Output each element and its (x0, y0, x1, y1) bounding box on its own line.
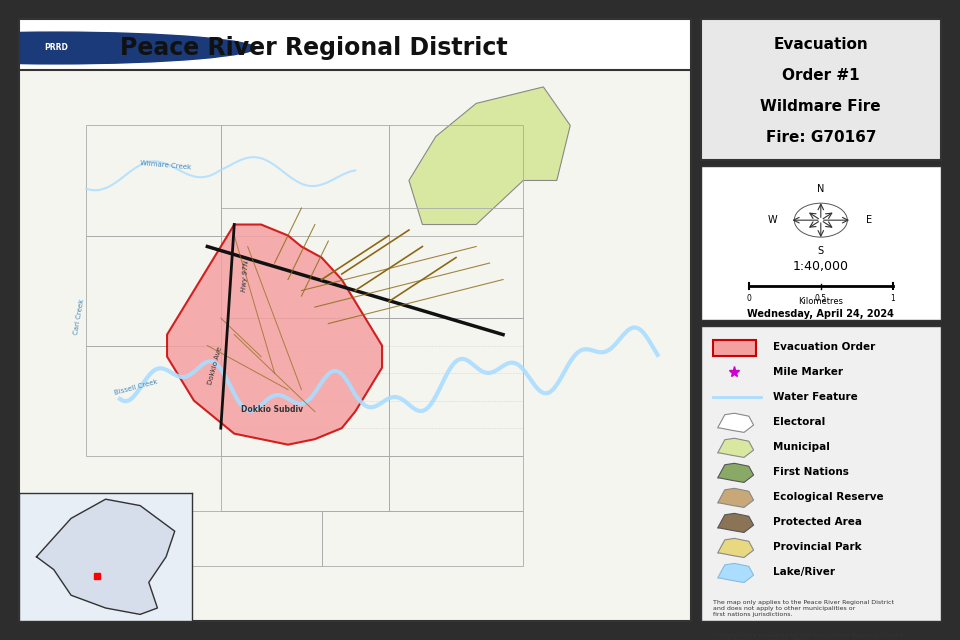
Text: Kilometres: Kilometres (799, 297, 843, 306)
Polygon shape (167, 225, 382, 445)
Text: First Nations: First Nations (773, 467, 849, 477)
Polygon shape (717, 563, 754, 582)
Text: Water Feature: Water Feature (773, 392, 857, 402)
Text: Evacuation Order: Evacuation Order (773, 342, 876, 352)
Text: Protected Area: Protected Area (773, 517, 862, 527)
Text: Fire: G70167: Fire: G70167 (765, 130, 876, 145)
Text: Peace River Regional District: Peace River Regional District (120, 36, 508, 60)
Text: Wednesday, April 24, 2024: Wednesday, April 24, 2024 (748, 309, 894, 319)
Text: Carl Creek: Carl Creek (73, 299, 85, 335)
Polygon shape (717, 513, 754, 532)
Text: Mile Marker: Mile Marker (773, 367, 843, 377)
Text: 1:40,000: 1:40,000 (793, 260, 849, 273)
Text: 0.5: 0.5 (815, 294, 827, 303)
Bar (712, 340, 756, 356)
Polygon shape (717, 413, 754, 433)
Text: The map only applies to the Peace River Regional District
and does not apply to : The map only applies to the Peace River … (712, 600, 894, 617)
Text: Wilmare Creek: Wilmare Creek (140, 160, 192, 170)
Text: E: E (866, 215, 872, 225)
Polygon shape (36, 499, 175, 614)
Text: N: N (817, 184, 825, 195)
Circle shape (0, 31, 257, 65)
Text: Order #1: Order #1 (782, 68, 859, 83)
Text: Dokkio Ave: Dokkio Ave (207, 346, 224, 385)
Text: Ecological Reserve: Ecological Reserve (773, 492, 883, 502)
Polygon shape (409, 87, 570, 225)
Text: Evacuation: Evacuation (774, 37, 868, 52)
Text: Municipal: Municipal (773, 442, 829, 452)
Text: Wildmare Fire: Wildmare Fire (760, 99, 881, 114)
Text: Hwy 97N: Hwy 97N (241, 260, 250, 292)
Text: PRRD: PRRD (44, 44, 68, 52)
Text: 0: 0 (746, 294, 752, 303)
Text: Dokkio Subdiv: Dokkio Subdiv (241, 404, 303, 413)
Text: Bissell Creek: Bissell Creek (113, 379, 158, 396)
Polygon shape (717, 438, 754, 458)
Text: Lake/River: Lake/River (773, 567, 835, 577)
Text: Compiled and produced by the Peace River Regional District
on Wednesday, April 2: Compiled and produced by the Peace River… (712, 632, 903, 640)
Text: S: S (818, 246, 824, 256)
Polygon shape (717, 488, 754, 508)
Polygon shape (717, 538, 754, 557)
Text: Provincial Park: Provincial Park (773, 542, 861, 552)
Text: Electoral: Electoral (773, 417, 825, 427)
Polygon shape (717, 463, 754, 483)
Text: W: W (768, 215, 778, 225)
Text: 1: 1 (891, 294, 895, 303)
